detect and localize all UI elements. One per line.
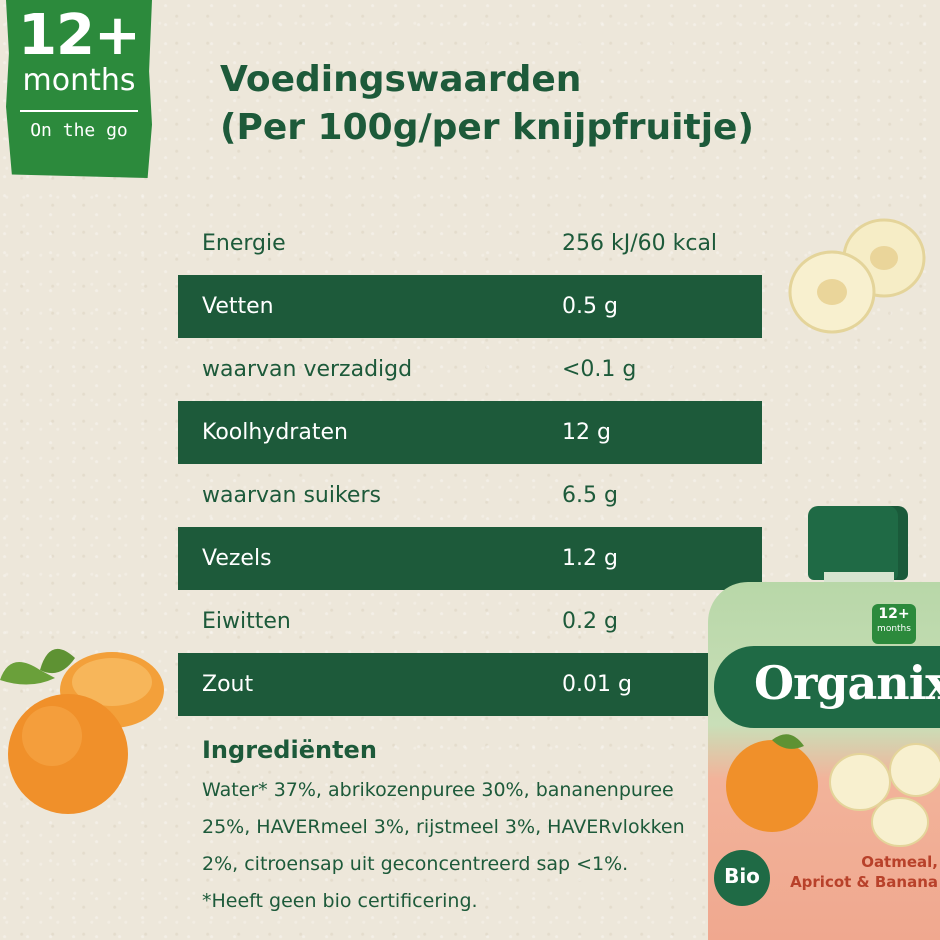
pouch-badge-age: 12+ xyxy=(878,606,910,622)
pouch-product-image: 12+ months Organix Bio Oatmeal, Apricot … xyxy=(704,506,940,940)
bio-logo: Bio xyxy=(714,850,770,906)
row-value: 0.01 g xyxy=(562,672,632,697)
ingredients-line: Water* 37%, abrikozenpuree 30%, bananenp… xyxy=(202,779,674,801)
row-label: Vezels xyxy=(202,546,272,571)
row-label: waarvan verzadigd xyxy=(202,357,413,382)
apricot-icon xyxy=(0,648,164,814)
table-row: Eiwitten 0.2 g xyxy=(178,590,762,653)
badge-tagline: On the go xyxy=(30,120,128,141)
row-value: 256 kJ/60 kcal xyxy=(562,231,718,256)
row-label: waarvan suikers xyxy=(202,483,381,508)
table-row: waarvan suikers 6.5 g xyxy=(178,464,762,527)
badge-divider xyxy=(20,110,138,112)
ingredients-heading: Ingrediënten xyxy=(202,736,377,764)
page-title: Voedingswaarden (Per 100g/per knijpfruit… xyxy=(220,56,754,152)
age-badge: 12+ months On the go xyxy=(6,0,152,178)
row-value: <0.1 g xyxy=(562,357,637,382)
pouch-cap xyxy=(808,506,908,580)
flavour-line-2: Apricot & Banana xyxy=(790,873,938,891)
title-line-2: (Per 100g/per knijpfruitje) xyxy=(220,107,754,148)
table-row: Koolhydraten 12 g xyxy=(178,401,762,464)
title-line-1: Voedingswaarden xyxy=(220,59,582,100)
row-label: Zout xyxy=(202,672,254,697)
row-label: Vetten xyxy=(202,294,274,319)
pouch-flavour: Oatmeal, Apricot & Banana xyxy=(788,852,938,892)
pouch-fruit-illustration xyxy=(726,734,940,847)
pouch-brand-band xyxy=(714,646,940,728)
badge-unit: months xyxy=(22,63,136,98)
ingredients-line: 2%, citroensap uit geconcentreerd sap <1… xyxy=(202,853,629,875)
row-label: Energie xyxy=(202,231,286,256)
badge-age: 12+ xyxy=(18,3,141,68)
ingredients-section: Ingrediënten Water* 37%, abrikozenpuree … xyxy=(202,736,702,920)
pouch-age-badge: 12+ months xyxy=(872,604,916,644)
pouch-badge-unit: months xyxy=(877,624,911,634)
row-value: 6.5 g xyxy=(562,483,618,508)
ingredients-note: *Heeft geen bio certificering. xyxy=(202,890,478,912)
table-row: Zout 0.01 g xyxy=(178,653,762,716)
row-value: 0.5 g xyxy=(562,294,618,319)
ingredients-line: 25%, HAVERmeel 3%, rijstmeel 3%, HAVERvl… xyxy=(202,816,685,838)
table-row: Vetten 0.5 g xyxy=(178,275,762,338)
table-row: Vezels 1.2 g xyxy=(178,527,762,590)
row-value: 0.2 g xyxy=(562,609,618,634)
brand-logo: Organix xyxy=(754,656,940,710)
table-row: Energie 256 kJ/60 kcal xyxy=(178,212,762,275)
row-value: 1.2 g xyxy=(562,546,618,571)
table-row: waarvan verzadigd <0.1 g xyxy=(178,338,762,401)
nutrition-table: Energie 256 kJ/60 kcal Vetten 0.5 g waar… xyxy=(178,212,762,716)
row-label: Eiwitten xyxy=(202,609,291,634)
row-value: 12 g xyxy=(562,420,611,445)
row-label: Koolhydraten xyxy=(202,420,348,445)
banana-slices-icon xyxy=(788,218,926,334)
flavour-line-1: Oatmeal, xyxy=(861,853,938,871)
